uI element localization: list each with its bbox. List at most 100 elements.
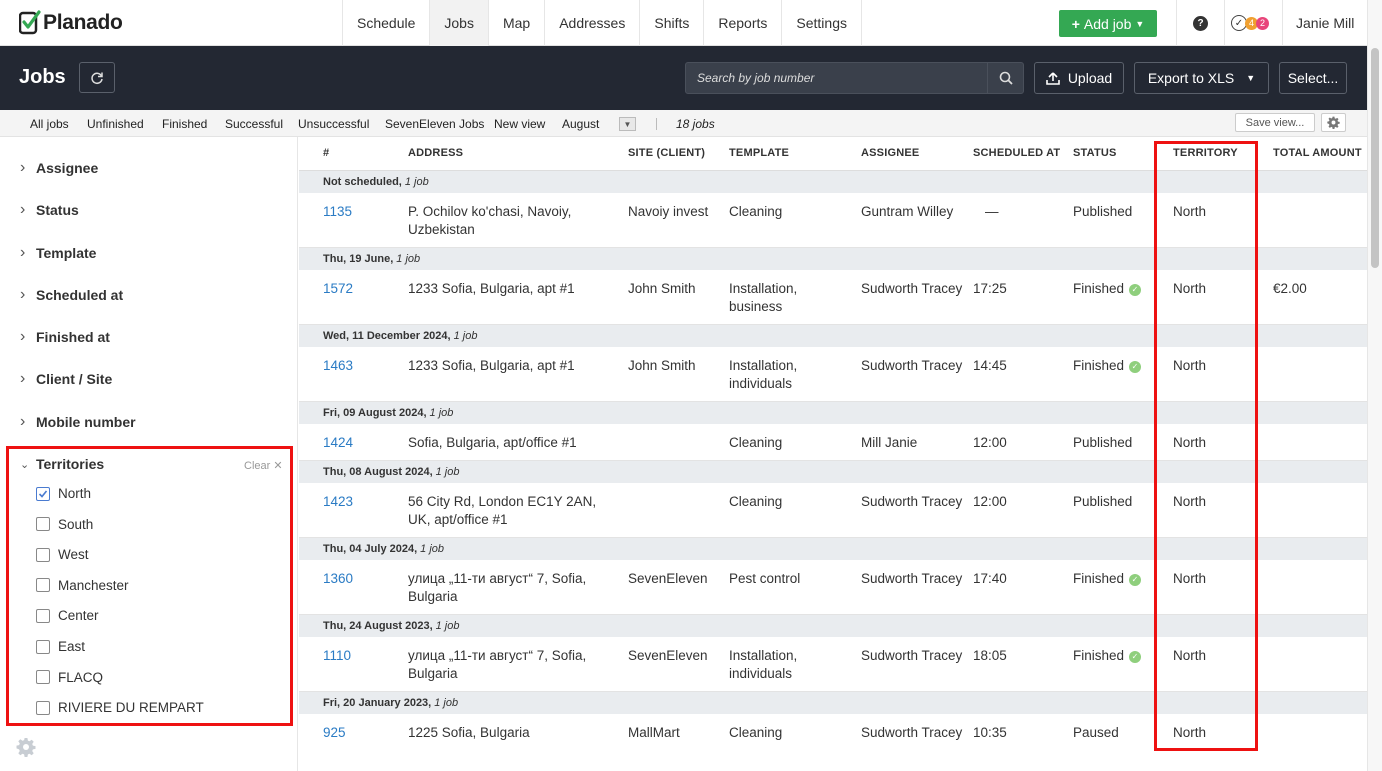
column-header-template[interactable]: TEMPLATE (729, 147, 790, 159)
clear-territories-button[interactable]: Clear ✕ (244, 459, 283, 472)
column-header-assignee[interactable]: ASSIGNEE (861, 147, 920, 159)
nav-tab-map[interactable]: Map (487, 0, 544, 46)
sidebar-settings-button[interactable] (16, 737, 36, 760)
filter-template[interactable]: › Template (20, 244, 96, 262)
scrollbar-thumb[interactable] (1371, 48, 1379, 268)
checkbox-checked[interactable] (36, 486, 50, 501)
cell-id[interactable]: 925 (323, 725, 346, 740)
cell-territory: North (1173, 494, 1207, 509)
nav-tab-reports[interactable]: Reports (703, 0, 781, 46)
checkbox[interactable] (36, 700, 50, 715)
nav-tab-jobs[interactable]: Jobs (429, 0, 488, 46)
territory-option-west[interactable]: West (36, 547, 89, 562)
notifications-button[interactable]: ✓ 4 2 (1231, 14, 1269, 32)
success-check-icon: ✓ (1129, 574, 1142, 586)
column-header-scheduled-at[interactable]: SCHEDULED AT (973, 147, 1061, 159)
filter-finished-at[interactable]: › Finished at (20, 328, 110, 346)
view-tab-all-jobs[interactable]: All jobs (30, 117, 69, 131)
filter-client-site[interactable]: › Client / Site (20, 370, 112, 388)
table-row[interactable]: 1135 P. Ochilov ko'chasi, Navoiy, Uzbekis… (299, 193, 1367, 248)
cell-id[interactable]: 1423 (323, 494, 354, 509)
group-count: 1 job (435, 620, 460, 632)
cell-id[interactable]: 1424 (323, 435, 354, 450)
save-view-button[interactable]: Save view... (1235, 113, 1315, 132)
refresh-button[interactable] (79, 62, 115, 93)
view-settings-button[interactable] (1321, 113, 1346, 132)
view-tab-unfinished[interactable]: Unfinished (87, 117, 144, 131)
territory-option-south[interactable]: South (36, 517, 93, 532)
cell-id[interactable]: 1135 (323, 204, 353, 219)
nav-tab-settings[interactable]: Settings (781, 0, 862, 46)
job-search (685, 62, 1024, 94)
upload-button[interactable]: Upload (1034, 62, 1124, 94)
nav-tab-addresses[interactable]: Addresses (544, 0, 639, 46)
table-row[interactable]: 1423 56 City Rd, London EC1Y 2AN, UK, apt… (299, 483, 1367, 538)
view-tab-finished[interactable]: Finished (162, 117, 208, 131)
date-group-header: Wed, 11 December 2024, 1 job (299, 325, 1367, 347)
close-icon: ✕ (273, 460, 283, 472)
cell-id[interactable]: 1463 (323, 358, 354, 373)
column-header-territory[interactable]: TERRITORY (1173, 147, 1238, 159)
jobs-table: # ADDRESS SITE (CLIENT) TEMPLATE ASSIGNEE SCH… (299, 137, 1367, 771)
search-button[interactable] (987, 63, 1023, 93)
territory-option-north[interactable]: North (36, 486, 91, 501)
territory-option-flacq[interactable]: FLACQ (36, 670, 103, 685)
checkbox[interactable] (36, 670, 50, 685)
filter-scheduled-at[interactable]: › Scheduled at (20, 286, 123, 304)
filter-label: Template (36, 245, 97, 261)
column-header-site-client-[interactable]: SITE (CLIENT) (628, 147, 706, 159)
cell-site: John Smith (628, 358, 696, 373)
territory-label: North (58, 486, 92, 501)
territory-option-riviere-du-rempart[interactable]: RIVIERE DU REMPART (36, 700, 204, 715)
planado-logo[interactable]: Planado (19, 10, 123, 36)
column-header-address[interactable]: ADDRESS (408, 147, 464, 159)
filter-mobile-number[interactable]: › Mobile number (20, 413, 136, 431)
view-tab-successful[interactable]: Successful (225, 117, 284, 131)
success-check-icon: ✓ (1129, 361, 1142, 373)
table-row[interactable]: 1572 1233 Sofia, Bulgaria, apt #1 John Smi… (299, 270, 1367, 325)
checkbox[interactable] (36, 608, 50, 623)
cell-id[interactable]: 1360 (323, 571, 354, 586)
table-row[interactable]: 1424 Sofia, Bulgaria, apt/office #1 Cleani… (299, 424, 1367, 461)
checkbox[interactable] (36, 639, 50, 654)
filter-label: Status (36, 202, 79, 218)
territory-option-east[interactable]: East (36, 639, 85, 654)
table-row[interactable]: 1110 улица „11-ти август“ 7, Sofia, Bulga… (299, 637, 1367, 692)
search-input[interactable] (686, 63, 988, 93)
view-tab-seveneleven-jobs[interactable]: SevenEleven Jobs (385, 117, 485, 131)
column-header-status[interactable]: STATUS (1073, 147, 1117, 159)
table-row[interactable]: 1360 улица „11-ти август“ 7, Sofia, Bulga… (299, 560, 1367, 615)
table-row[interactable]: 925 1225 Sofia, Bulgaria MallMart Cleaning S… (299, 714, 1367, 771)
view-tab-august[interactable]: August (562, 117, 600, 131)
table-row[interactable]: 1463 1233 Sofia, Bulgaria, apt #1 John Smi… (299, 347, 1367, 402)
cell-id[interactable]: 1572 (323, 281, 354, 296)
user-menu[interactable]: Janie Mill (1296, 15, 1355, 31)
territory-option-manchester[interactable]: Manchester (36, 578, 129, 593)
cell-template: Installation, individuals (729, 358, 798, 391)
view-tab-unsuccessful[interactable]: Unsuccessful (298, 117, 370, 131)
views-dropdown-toggle[interactable]: ▼ (619, 117, 636, 131)
help-icon[interactable]: ? (1193, 16, 1208, 31)
territory-option-center[interactable]: Center (36, 608, 99, 623)
nav-tab-shifts[interactable]: Shifts (639, 0, 703, 46)
add-job-button[interactable]: + Add job ▼ (1059, 10, 1157, 37)
filter-territories[interactable]: ⌄ Territories (20, 456, 104, 472)
view-tab-new-view[interactable]: New view (494, 117, 546, 131)
checkbox[interactable] (36, 578, 50, 593)
export-xls-button[interactable]: Export to XLS ▼ (1134, 62, 1269, 94)
select-button[interactable]: Select... (1279, 62, 1347, 94)
cell-template: Cleaning (729, 494, 783, 509)
column-header-total-amount[interactable]: TOTAL AMOUNT (1273, 147, 1362, 159)
cell-site: SevenEleven (628, 648, 708, 663)
cell-address: Sofia, Bulgaria, apt/office #1 (408, 435, 577, 450)
cell-address: улица „11-ти август“ 7, Sofia, Bulgaria (408, 571, 587, 604)
checkbox[interactable] (36, 517, 50, 532)
checkbox[interactable] (36, 547, 50, 562)
column-header-#[interactable]: # (323, 147, 330, 159)
filter-assignee[interactable]: › Assignee (20, 159, 98, 177)
nav-tab-schedule[interactable]: Schedule (342, 0, 429, 46)
plus-icon: + (1071, 15, 1080, 32)
date-group-header: Thu, 19 June, 1 job (299, 248, 1367, 270)
cell-id[interactable]: 1110 (323, 648, 352, 663)
filter-status[interactable]: › Status (20, 201, 79, 219)
